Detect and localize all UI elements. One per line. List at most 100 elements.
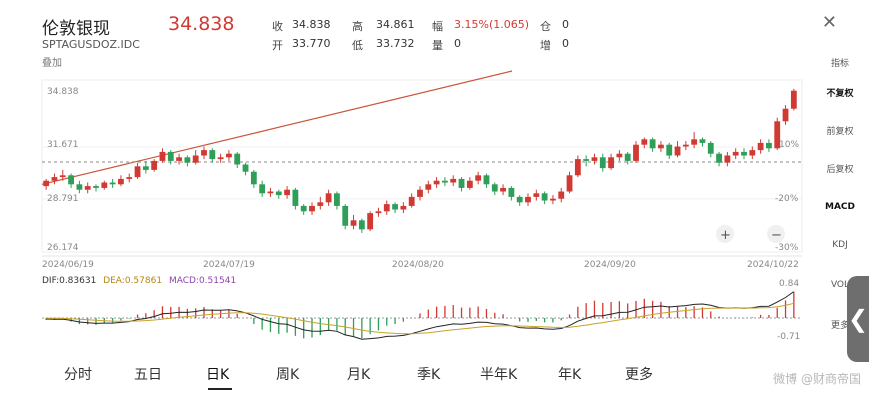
- zoom-in-button[interactable]: [716, 225, 734, 243]
- quote-label: 增: [540, 39, 551, 52]
- candle-body: [275, 191, 282, 196]
- price-tick-label: 34.838: [47, 87, 79, 97]
- collapse-handle[interactable]: ❮: [847, 276, 869, 362]
- tab-yearly-k[interactable]: 年K: [558, 367, 582, 383]
- sidebar-item-indicators[interactable]: 指标: [830, 59, 849, 69]
- date-tick-label: 2024/07/19: [203, 260, 255, 270]
- candle-body: [201, 150, 207, 156]
- candle-body: [408, 196, 415, 206]
- candle-body: [59, 175, 66, 178]
- candle-body: [392, 204, 398, 210]
- trend-line: [41, 70, 513, 185]
- candle-body: [234, 153, 241, 165]
- candle-body: [608, 157, 614, 169]
- instrument-code: SPTAGUSDOZ.IDC: [42, 38, 140, 51]
- date-tick-label: 2024/10/22: [747, 260, 799, 270]
- macd-label: MACD:0.51541: [168, 276, 237, 286]
- quote-label: 低: [352, 39, 363, 52]
- candle-body: [109, 182, 116, 185]
- candle-body: [375, 211, 382, 214]
- macd-tick-label: -0.71: [777, 332, 800, 342]
- candle-body: [367, 213, 374, 230]
- price-tick-label: 26.174: [47, 243, 79, 253]
- sidebar-item-vol[interactable]: VOL: [830, 280, 850, 290]
- candle-body: [334, 193, 340, 206]
- candle-body: [599, 157, 606, 169]
- tab-intraday[interactable]: 分时: [64, 367, 92, 383]
- sidebar-item-unadjusted[interactable]: 不复权: [826, 89, 854, 99]
- active-tab-indicator: [208, 388, 232, 390]
- candle-body: [716, 153, 722, 163]
- tab-half-year-k[interactable]: 半年K: [480, 367, 518, 383]
- quote-label: 开: [272, 39, 283, 52]
- candle-body: [93, 186, 99, 188]
- zoom-out-button[interactable]: [767, 225, 785, 243]
- tab-five-day[interactable]: 五日: [134, 367, 162, 383]
- candle-body: [68, 175, 74, 185]
- dif-line: [46, 291, 795, 340]
- quote-value: 33.732: [376, 37, 415, 50]
- tab-quarterly-k[interactable]: 季K: [417, 367, 441, 383]
- instrument-name: 伦敦银现: [42, 19, 110, 39]
- candle-body: [167, 151, 174, 161]
- tab-monthly-k[interactable]: 月K: [347, 367, 371, 383]
- period-tabs: 分时 五日 日K 周K 月K 季K 半年K 年K 更多: [0, 356, 869, 400]
- candle-body: [483, 175, 490, 185]
- date-tick-label: 2024/09/20: [584, 260, 636, 270]
- close-icon[interactable]: ✕: [821, 12, 837, 33]
- candle-body: [134, 166, 141, 178]
- candle-body: [749, 150, 756, 156]
- pct-tick-label: 10%: [779, 140, 799, 150]
- overlay-button[interactable]: 叠加: [42, 58, 62, 69]
- candle-body: [84, 186, 91, 190]
- dea-label: DEA:0.57861: [103, 276, 163, 286]
- candle-body: [500, 187, 506, 192]
- candle-body: [217, 157, 224, 160]
- plot-frame: [41, 79, 803, 253]
- date-tick-label: 2024/06/19: [42, 260, 94, 270]
- candle-body: [666, 144, 673, 156]
- candle-body: [126, 177, 133, 179]
- candle-body: [649, 139, 656, 149]
- tab-weekly-k[interactable]: 周K: [276, 367, 300, 383]
- candle-body: [442, 180, 448, 183]
- candle-body: [450, 178, 457, 183]
- candle-body: [732, 151, 739, 156]
- candle-body: [774, 121, 781, 149]
- candle-body: [358, 220, 365, 230]
- candle-body: [433, 180, 440, 185]
- sidebar-item-kdj[interactable]: KDJ: [832, 240, 848, 250]
- candle-body: [566, 175, 573, 192]
- candle-body: [682, 144, 689, 147]
- price-tick-label: 31.671: [47, 140, 79, 150]
- candle-body: [533, 193, 540, 197]
- tab-daily-k[interactable]: 日K: [206, 367, 230, 383]
- candle-body: [300, 205, 307, 212]
- sidebar-item-more[interactable]: 更多: [830, 321, 849, 331]
- quote-label: 量: [432, 39, 443, 52]
- candle-body: [51, 177, 58, 181]
- sidebar-item-macd[interactable]: MACD: [825, 202, 855, 212]
- candle-body: [458, 178, 465, 188]
- sidebar-item-backward-adjusted[interactable]: 后复权: [826, 165, 854, 175]
- zoom-in-icon: +: [720, 228, 731, 243]
- candle-body: [782, 108, 789, 122]
- candle-body: [226, 153, 232, 158]
- quote-label: 幅: [432, 20, 443, 33]
- quote-value: 0: [454, 37, 461, 50]
- candle-body: [350, 220, 357, 226]
- current-price: 34.838: [168, 13, 235, 35]
- candle-body: [400, 205, 407, 210]
- candle-body: [101, 182, 108, 188]
- candle-body: [674, 146, 681, 156]
- candle-body: [525, 196, 531, 203]
- candle-body: [707, 142, 714, 154]
- candle-body: [508, 187, 515, 197]
- dif-label: DIF:0.83631: [42, 276, 97, 286]
- pct-tick-label: -30%: [775, 243, 799, 253]
- candle-body: [417, 189, 423, 197]
- sidebar-item-forward-adjusted[interactable]: 前复权: [826, 127, 854, 137]
- tab-more[interactable]: 更多: [625, 367, 653, 383]
- candle-body: [491, 184, 498, 192]
